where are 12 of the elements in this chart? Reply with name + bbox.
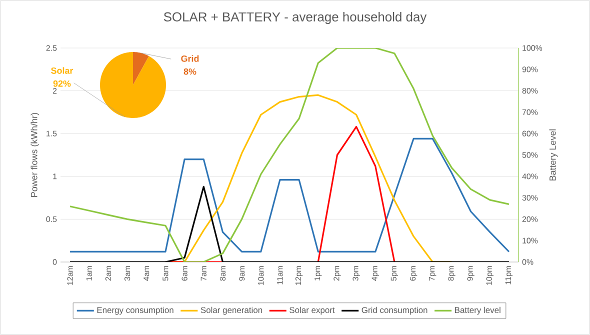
slice-label: Solar <box>51 67 74 74</box>
y-axis-title: Power flows (kWh/hr) <box>30 112 40 197</box>
chart-title: SOLAR + BATTERY - average household day <box>164 12 427 24</box>
legend-label: Grid consumption <box>362 306 428 315</box>
data-label: 8% <box>184 68 196 75</box>
y2-axis-title: Battery Level <box>549 129 558 180</box>
legend-label: Solar generation <box>200 306 262 315</box>
legend-label: Battery level <box>455 306 500 315</box>
legend-label: Solar export <box>290 306 335 315</box>
data-label: 92% <box>53 80 71 87</box>
slice-label: Grid <box>181 55 199 62</box>
legend-label: Energy consumption <box>97 306 174 315</box>
